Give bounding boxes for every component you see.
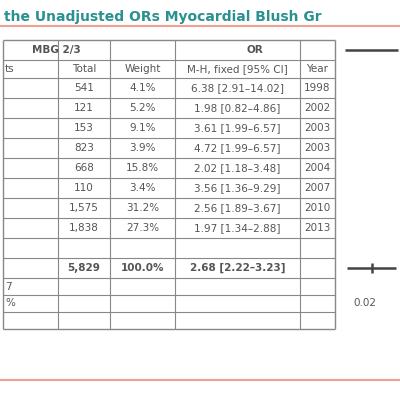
- Text: MBG 2/3: MBG 2/3: [32, 45, 81, 55]
- Text: 1,575: 1,575: [69, 203, 99, 213]
- Text: 15.8%: 15.8%: [126, 163, 159, 173]
- Text: 2013: 2013: [304, 223, 331, 233]
- Text: 121: 121: [74, 103, 94, 113]
- Text: %: %: [5, 298, 15, 308]
- Text: 1.98 [0.82–4.86]: 1.98 [0.82–4.86]: [194, 103, 281, 113]
- Text: 4.72 [1.99–6.57]: 4.72 [1.99–6.57]: [194, 143, 281, 153]
- Text: M-H, fixed [95% CI]: M-H, fixed [95% CI]: [187, 64, 288, 74]
- Text: 2010: 2010: [304, 203, 331, 213]
- Text: 3.56 [1.36–9.29]: 3.56 [1.36–9.29]: [194, 183, 281, 193]
- Text: 2.68 [2.22–3.23]: 2.68 [2.22–3.23]: [190, 263, 285, 273]
- Text: 7: 7: [5, 282, 12, 292]
- Text: Year: Year: [306, 64, 328, 74]
- Text: 5,829: 5,829: [68, 263, 100, 273]
- Text: 3.9%: 3.9%: [129, 143, 156, 153]
- Text: 4.1%: 4.1%: [129, 83, 156, 93]
- Text: 153: 153: [74, 123, 94, 133]
- Text: 1,838: 1,838: [69, 223, 99, 233]
- Text: 3.61 [1.99–6.57]: 3.61 [1.99–6.57]: [194, 123, 281, 133]
- Text: 668: 668: [74, 163, 94, 173]
- Text: ts: ts: [5, 64, 15, 74]
- Text: 2002: 2002: [304, 103, 331, 113]
- Text: 2003: 2003: [304, 143, 331, 153]
- Text: 31.2%: 31.2%: [126, 203, 159, 213]
- Text: the Unadjusted ORs Myocardial Blush Gr: the Unadjusted ORs Myocardial Blush Gr: [4, 10, 322, 24]
- Text: 100.0%: 100.0%: [121, 263, 164, 273]
- Text: 541: 541: [74, 83, 94, 93]
- Text: 823: 823: [74, 143, 94, 153]
- Text: 1998: 1998: [304, 83, 331, 93]
- Text: 2.02 [1.18–3.48]: 2.02 [1.18–3.48]: [194, 163, 281, 173]
- Text: 1.97 [1.34–2.88]: 1.97 [1.34–2.88]: [194, 223, 281, 233]
- Text: 6.38 [2.91–14.02]: 6.38 [2.91–14.02]: [191, 83, 284, 93]
- Text: 2003: 2003: [304, 123, 331, 133]
- Text: Weight: Weight: [124, 64, 161, 74]
- Text: Total: Total: [72, 64, 96, 74]
- Text: 2.56 [1.89–3.67]: 2.56 [1.89–3.67]: [194, 203, 281, 213]
- Text: 9.1%: 9.1%: [129, 123, 156, 133]
- Text: 2007: 2007: [304, 183, 331, 193]
- Text: 5.2%: 5.2%: [129, 103, 156, 113]
- Text: 2004: 2004: [304, 163, 331, 173]
- Text: OR: OR: [247, 45, 263, 55]
- Text: 3.4%: 3.4%: [129, 183, 156, 193]
- Text: 110: 110: [74, 183, 94, 193]
- Text: 0.02: 0.02: [353, 298, 376, 308]
- Text: 27.3%: 27.3%: [126, 223, 159, 233]
